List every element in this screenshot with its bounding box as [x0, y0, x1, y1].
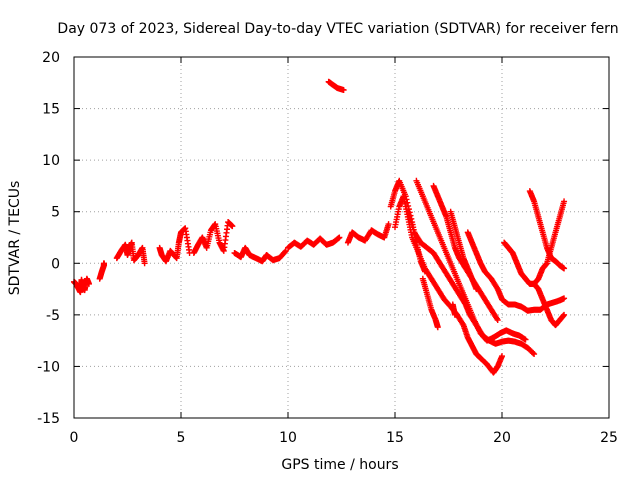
y-tick-label: -10 — [37, 359, 60, 375]
y-tick-label: -15 — [37, 411, 60, 427]
data-point — [340, 87, 347, 94]
x-tick-label: 25 — [600, 430, 618, 446]
x-tick-label: 10 — [279, 430, 297, 446]
data-point — [530, 350, 537, 357]
data-point — [561, 295, 568, 302]
x-tick-label: 20 — [493, 430, 511, 446]
data-point — [522, 336, 529, 343]
data-point — [229, 223, 236, 230]
data-point — [282, 247, 289, 254]
data-point — [561, 311, 568, 318]
chart-title: Day 073 of 2023, Sidereal Day-to-day VTE… — [57, 21, 618, 37]
data-point — [473, 286, 480, 293]
y-axis-label: SDTVAR / TECUs — [7, 181, 23, 296]
data-point — [100, 260, 107, 267]
data-point — [499, 353, 505, 360]
y-tick-label: 20 — [42, 50, 60, 66]
data-point — [531, 351, 538, 358]
data-point — [282, 248, 289, 255]
data-point — [451, 311, 458, 318]
grid — [74, 57, 609, 418]
data-point — [85, 280, 92, 287]
data-point — [494, 317, 501, 324]
data-point — [336, 234, 343, 241]
data-point — [385, 221, 392, 228]
data-point — [493, 315, 500, 322]
x-tick-label: 0 — [70, 430, 79, 446]
data-point — [561, 198, 568, 205]
plot-frame — [73, 56, 610, 419]
y-tick-label: 5 — [51, 205, 60, 221]
y-tick-label: 0 — [51, 256, 60, 272]
y-tick-label: 15 — [42, 102, 60, 118]
data-point — [561, 265, 568, 272]
y-tick-label: 10 — [42, 153, 60, 169]
data-point — [141, 260, 148, 267]
axis-ticks: 0 5 10 15 20 25 -15 -10 -5 0 5 10 15 20 — [37, 50, 618, 446]
x-tick-label: 15 — [386, 430, 404, 446]
data-points — [71, 78, 568, 376]
x-axis-label: GPS time / hours — [281, 457, 398, 473]
data-point — [434, 324, 441, 331]
x-tick-label: 5 — [177, 430, 186, 446]
y-tick-label: -5 — [46, 308, 60, 324]
